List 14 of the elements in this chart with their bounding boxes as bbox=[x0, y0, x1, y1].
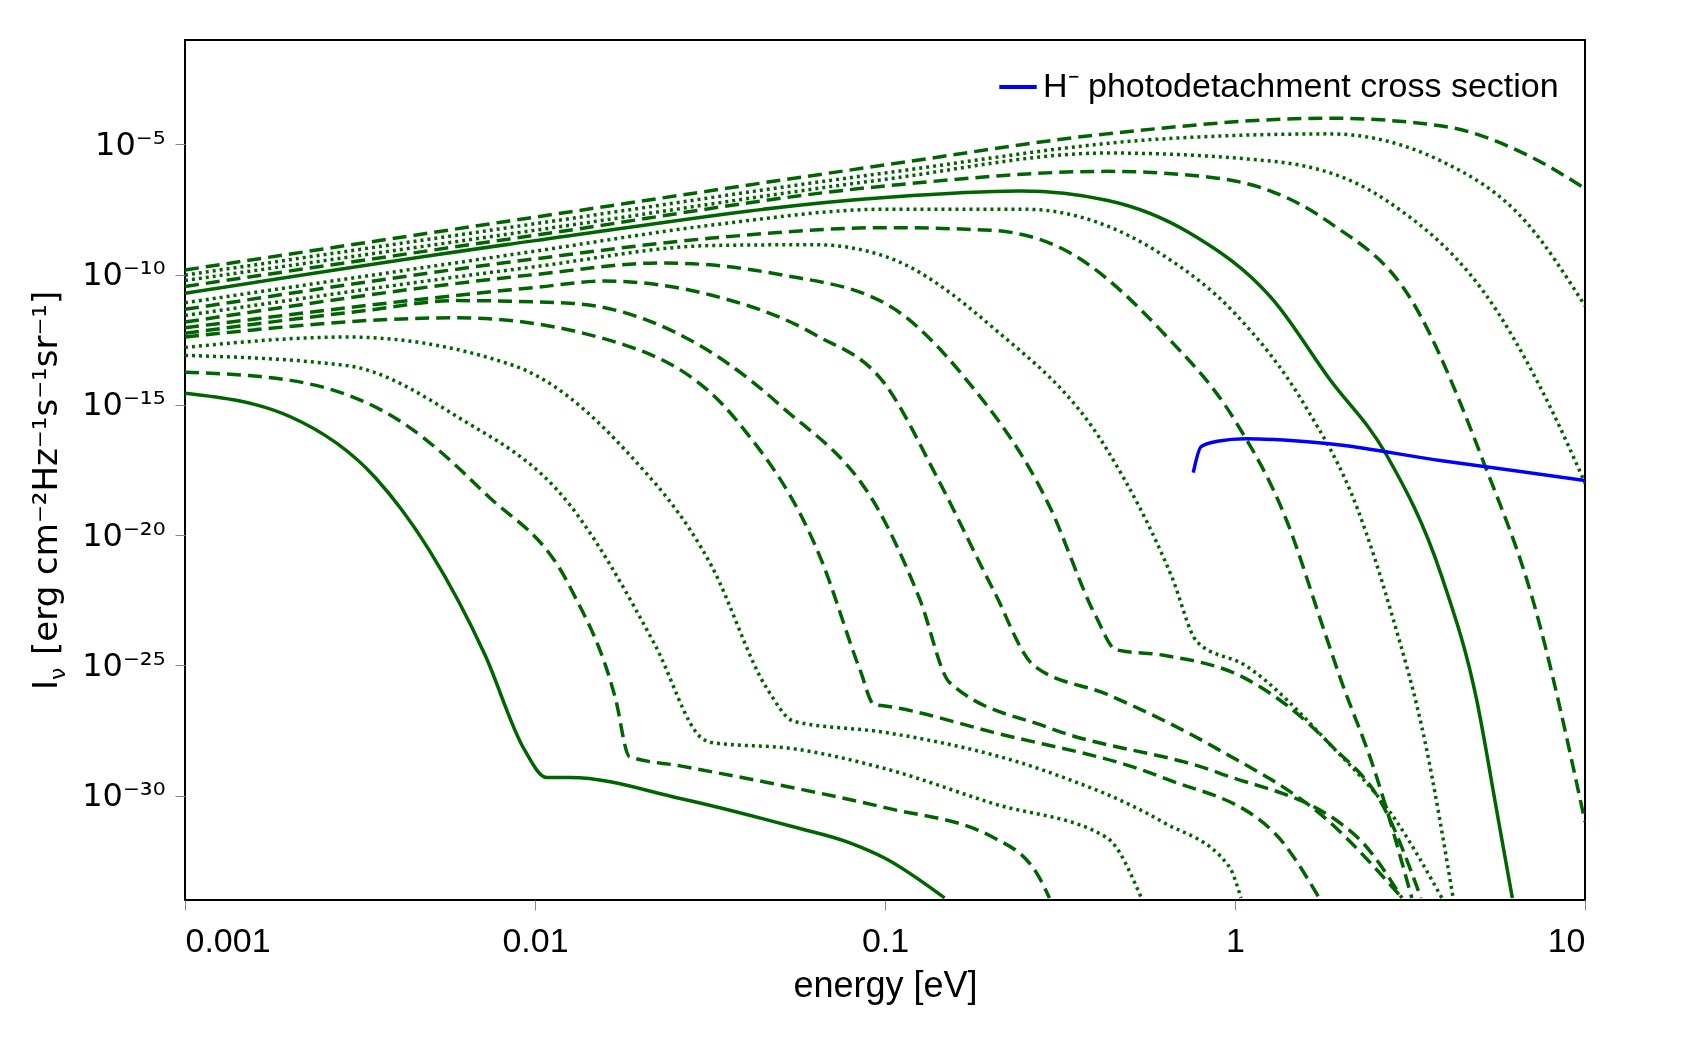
x-tick-label: 0.01 bbox=[502, 920, 569, 959]
y-tick-label: 10⁻²⁵ bbox=[82, 645, 166, 684]
x-axis-title: energy [eV] bbox=[793, 963, 978, 1005]
y-tick-label: 10⁻²⁰ bbox=[82, 515, 166, 554]
y-tick-label: 10⁻¹⁰ bbox=[82, 255, 166, 294]
x-tick-label: 10 bbox=[1547, 920, 1586, 959]
x-tick-label: 0.001 bbox=[185, 920, 271, 959]
x-tick-label: 0.1 bbox=[861, 920, 910, 959]
y-tick-label: 10⁻³⁰ bbox=[82, 776, 166, 815]
y-tick-label: 10⁻¹⁵ bbox=[82, 385, 166, 424]
legend-label: H⁻ photodetachment cross section bbox=[1043, 66, 1559, 104]
x-tick-label: 1 bbox=[1226, 920, 1245, 959]
y-tick-label: 10⁻⁵ bbox=[95, 124, 166, 163]
y-axis-title: Iν [erg cm⁻²Hz⁻¹s⁻¹sr⁻¹] bbox=[25, 290, 70, 690]
